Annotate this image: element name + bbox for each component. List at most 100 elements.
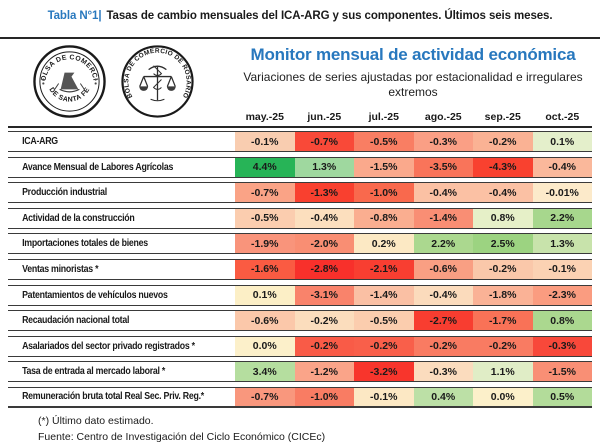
footnote-source: Fuente: Centro de Investigación del Cicl… — [38, 430, 326, 443]
month-header: jun.-25 — [307, 110, 342, 123]
horizontal-rule — [0, 37, 600, 39]
row-label: ICA-ARG — [22, 136, 58, 147]
row-label: Importaciones totales de bienes — [22, 238, 148, 250]
value-cell: 3.4% — [235, 362, 295, 382]
value-cell: 0.1% — [532, 132, 592, 151]
value-cell: -0.1% — [532, 259, 592, 279]
value-cell: 2.2% — [532, 208, 592, 228]
row-label: Tasa de entrada al mercado laboral * — [22, 366, 166, 378]
table-row: Tasa de entrada al mercado laboral * 3.4… — [8, 361, 592, 383]
value-cell: 1.3% — [294, 157, 354, 177]
value-cell: -0.6% — [413, 259, 473, 279]
value-cell: -0.8% — [354, 208, 414, 228]
table-number-label: Tabla N°1| — [47, 10, 102, 22]
value-cell: 0.8% — [532, 311, 592, 331]
caduceus-scales-icon — [139, 65, 176, 102]
month-header-spacer — [8, 107, 235, 126]
value-cell: -0.6% — [235, 311, 295, 331]
value-cell: -2.7% — [413, 311, 473, 331]
table-row: Producción industrial -0.7% -1.3% -1.0% -0.… — [8, 182, 592, 204]
logo-bolsa-santa-fe: BOLSA DE COMERCIO DE SANTA FE — [32, 44, 106, 118]
heatmap-table: ICA-ARG -0.1% -0.7% -0.5% -0.3% -0.2% 0.1% Av… — [8, 131, 592, 408]
value-cell: -0.2% — [473, 336, 533, 356]
value-cell: -0.2% — [354, 336, 414, 356]
row-label: Recaudación nacional total — [22, 315, 130, 327]
value-cell: -0.4% — [413, 183, 473, 203]
table-row: Patentamientos de vehículos nuevos 0.1% -… — [8, 284, 592, 306]
value-cell: -0.01% — [532, 183, 592, 203]
value-cell: -1.6% — [235, 259, 295, 279]
value-cell: -1.4% — [354, 285, 414, 305]
row-label: Producción industrial — [22, 187, 107, 199]
value-cell: 0.2% — [354, 234, 414, 254]
page-subtitle: Variaciones de series ajustadas por esta… — [243, 70, 583, 99]
table-row: Actividad de la construcción -0.5% -0.4% -… — [8, 207, 592, 229]
value-cell: -0.2% — [413, 336, 473, 356]
month-header: ago.-25 — [424, 110, 462, 123]
month-header: sep.-25 — [484, 110, 521, 123]
month-header: oct.-25 — [545, 110, 580, 123]
row-label: Patentamientos de vehículos nuevos — [22, 289, 168, 301]
value-cell: -0.7% — [235, 387, 295, 406]
value-cell: -4.3% — [473, 157, 533, 177]
row-label: Actividad de la construcción — [22, 212, 135, 224]
value-cell: -2.8% — [294, 259, 354, 279]
value-cell: -1.3% — [294, 183, 354, 203]
value-cell: -0.7% — [294, 132, 354, 151]
value-cell: 0.0% — [473, 387, 533, 406]
value-cell: -0.3% — [413, 362, 473, 382]
month-header: jul.-25 — [368, 110, 399, 123]
value-cell: 0.1% — [235, 285, 295, 305]
value-cell: -0.4% — [413, 285, 473, 305]
value-cell: -0.5% — [354, 132, 414, 151]
value-cell: -0.2% — [473, 259, 533, 279]
value-cell: -1.5% — [532, 362, 592, 382]
value-cell: -2.3% — [532, 285, 592, 305]
value-cell: -0.2% — [294, 311, 354, 331]
logo-group: BOLSA DE COMERCIO DE SANTA FE BOLSA DE C… — [32, 44, 195, 119]
value-cell: -0.4% — [532, 157, 592, 177]
value-cell: -1.8% — [473, 285, 533, 305]
table-caption: Tabla N°1| Tasas de cambio mensuales del … — [0, 10, 600, 22]
value-cell: -0.1% — [235, 132, 295, 151]
table-row: ICA-ARG -0.1% -0.7% -0.5% -0.3% -0.2% 0.1% — [8, 131, 592, 152]
value-cell: -3.5% — [413, 157, 473, 177]
value-cell: -2.1% — [354, 259, 414, 279]
value-cell: -0.5% — [235, 208, 295, 228]
logo-bolsa-rosario: BOLSA DE COMERCIO DE ROSARIO — [121, 45, 194, 118]
value-cell: -1.2% — [294, 362, 354, 382]
value-cell: -1.0% — [354, 183, 414, 203]
value-cell: -0.4% — [294, 208, 354, 228]
value-cell: -2.0% — [294, 234, 354, 254]
value-cell: -0.7% — [235, 183, 295, 203]
table-row: Avance Mensual de Labores Agrícolas 4.4%… — [8, 156, 592, 178]
value-cell: -0.2% — [473, 132, 533, 151]
value-cell: 0.4% — [413, 387, 473, 406]
table-row: Ventas minoristas * -1.6% -2.8% -2.1% -0.6%… — [8, 258, 592, 280]
value-cell: -1.7% — [473, 311, 533, 331]
month-header: may.-25 — [245, 110, 284, 123]
value-cell: 0.0% — [235, 336, 295, 356]
footnotes: (*) Último dato estimado. Fuente: Centro… — [38, 414, 325, 444]
value-cell: -3.2% — [354, 362, 414, 382]
value-cell: 0.8% — [473, 208, 533, 228]
value-cell: 1.1% — [473, 362, 533, 382]
value-cell: -1.4% — [413, 208, 473, 228]
month-header-row: may.-25 jun.-25 jul.-25 ago.-25 sep.-25 … — [8, 107, 592, 128]
table-row: Remuneración bruta total Real Sec. Priv.… — [8, 386, 592, 408]
table-title-text: Tasas de cambio mensuales del ICA-ARG y … — [106, 10, 553, 22]
value-cell: -3.1% — [294, 285, 354, 305]
value-cell: 1.3% — [532, 234, 592, 254]
value-cell: -1.5% — [354, 157, 414, 177]
table-row: Importaciones totales de bienes -1.9% -2.… — [8, 233, 592, 255]
value-cell: -0.3% — [413, 132, 473, 151]
value-cell: 2.2% — [413, 234, 473, 254]
value-cell: -1.0% — [294, 387, 354, 406]
row-label: Asalariados del sector privado registrad… — [22, 340, 195, 352]
table-row: Asalariados del sector privado registrad… — [8, 335, 592, 357]
page-title: Monitor mensual de actividad económica — [250, 45, 576, 64]
value-cell: 2.5% — [473, 234, 533, 254]
row-label: Avance Mensual de Labores Agrícolas — [22, 161, 174, 173]
value-cell: -1.9% — [235, 234, 295, 254]
